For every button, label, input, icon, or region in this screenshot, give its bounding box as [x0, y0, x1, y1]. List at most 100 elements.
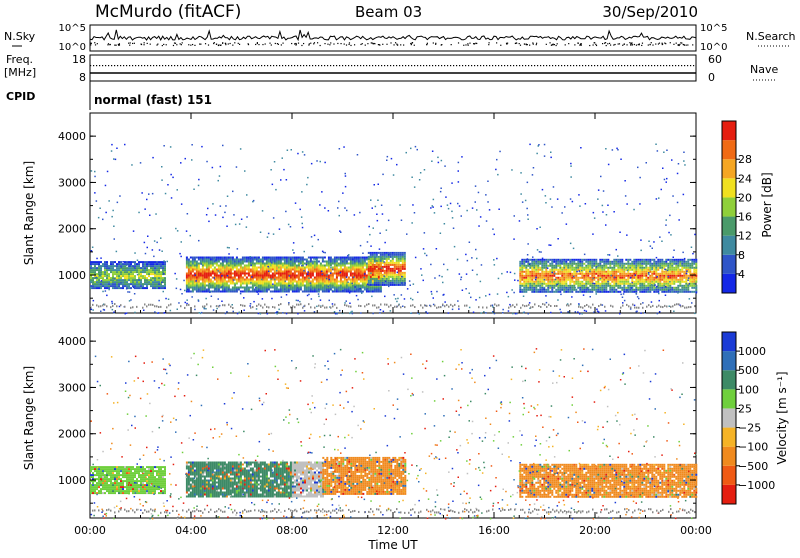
echo-cell [661, 273, 663, 275]
echo-cell [390, 284, 392, 286]
echo-cell [657, 283, 659, 285]
cpid-label: CPID [6, 90, 35, 103]
echo-cell [230, 291, 232, 293]
echo-cell [128, 285, 130, 287]
echo-cell [202, 273, 204, 275]
echo-cell [94, 285, 96, 287]
echo-cell [160, 285, 162, 287]
scatter-echo [651, 284, 653, 286]
scatter-echo [96, 258, 98, 260]
echo-cell [621, 267, 623, 269]
echo-cell [581, 277, 583, 279]
echo-cell [298, 263, 300, 265]
echo-cell [402, 260, 404, 262]
echo-cell [206, 263, 208, 265]
echo-cell [248, 281, 250, 283]
echo-cell [358, 277, 360, 279]
echo-cell [96, 287, 98, 289]
echo-cell [525, 275, 527, 277]
echo-cell [330, 289, 332, 291]
echo-cell [248, 261, 250, 263]
echo-cell [350, 269, 352, 271]
scatter-echo [561, 263, 563, 265]
echo-cell [589, 277, 591, 279]
echo-cell [565, 269, 567, 271]
echo-cell [238, 273, 240, 275]
echo-cell [144, 279, 146, 281]
nsearch-dot [692, 44, 693, 45]
echo-cell [148, 273, 150, 275]
echo-cell [280, 291, 282, 293]
echo-cell [368, 266, 370, 268]
echo-cell [563, 291, 565, 293]
echo-cell [623, 283, 625, 285]
echo-cell [110, 277, 112, 279]
echo-cell [322, 279, 324, 281]
echo-cell [232, 273, 234, 275]
echo-cell [154, 261, 156, 263]
echo-cell [318, 281, 320, 283]
echo-cell [284, 271, 286, 273]
echo-cell [254, 273, 256, 275]
echo-cell [214, 275, 216, 277]
echo-cell [623, 267, 625, 269]
echo-cell [587, 269, 589, 271]
echo-cell [392, 276, 394, 278]
scatter-echo [653, 241, 655, 243]
echo-cell [386, 266, 388, 268]
scatter-echo [105, 185, 107, 187]
nave-dot [693, 65, 694, 66]
scatter-echo [93, 300, 95, 302]
scatter-echo [608, 164, 610, 166]
echo-cell [567, 271, 569, 273]
echo-cell [655, 289, 657, 291]
echo-cell [326, 281, 328, 283]
echo-cell [647, 267, 649, 269]
echo-cell [621, 269, 623, 271]
echo-cell [328, 263, 330, 265]
echo-cell [116, 269, 118, 271]
echo-cell [551, 287, 553, 289]
echo-cell [563, 271, 565, 273]
echo-cell [150, 267, 152, 269]
echo-cell [599, 275, 601, 277]
echo-cell [368, 258, 370, 260]
nave-dot [246, 65, 247, 66]
echo-cell [617, 267, 619, 269]
echo-cell [282, 285, 284, 287]
nsearch-dot [199, 43, 200, 44]
echo-cell [368, 280, 370, 282]
scatter-echo [450, 203, 452, 205]
nsearch-dot [310, 43, 311, 44]
echo-cell [360, 267, 362, 269]
echo-cell [645, 279, 647, 281]
echo-cell [374, 282, 376, 284]
echo-cell [354, 291, 356, 293]
echo-cell [186, 279, 188, 281]
echo-cell [352, 285, 354, 287]
echo-cell [314, 265, 316, 267]
echo-cell [398, 276, 400, 278]
echo-cell [535, 267, 537, 269]
echo-cell [268, 287, 270, 289]
scatter-echo [696, 292, 698, 294]
echo-cell [583, 267, 585, 269]
echo-cell [244, 259, 246, 261]
echo-cell [601, 285, 603, 287]
echo-cell [200, 269, 202, 271]
scatter-echo [469, 293, 471, 295]
echo-cell [382, 278, 384, 280]
nave-dot [642, 65, 643, 66]
echo-cell [627, 267, 629, 269]
echo-cell [647, 283, 649, 285]
echo-cell [597, 277, 599, 279]
echo-cell [238, 279, 240, 281]
echo-cell [695, 269, 697, 271]
echo-cell [300, 269, 302, 271]
echo-cell [150, 281, 152, 283]
echo-cell [527, 265, 529, 267]
echo-cell [673, 275, 675, 277]
echo-cell [332, 275, 334, 277]
echo-cell [372, 254, 374, 256]
echo-cell [537, 279, 539, 281]
